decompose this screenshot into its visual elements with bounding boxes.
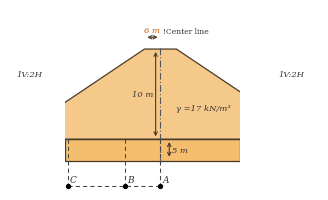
Text: γ =17 kN/m³: γ =17 kN/m³ [176,104,231,112]
Text: B: B [127,175,134,184]
Text: C: C [70,175,76,184]
Text: 1V:2H: 1V:2H [278,71,304,79]
Text: A: A [162,175,169,184]
Bar [65,140,240,161]
Polygon shape [10,50,311,140]
Text: 6 m: 6 m [144,27,160,35]
Text: !Center line: !Center line [163,28,209,36]
Text: 1V:2H: 1V:2H [16,71,42,79]
Text: 5 m: 5 m [173,146,188,154]
Text: 10 m: 10 m [133,91,154,99]
